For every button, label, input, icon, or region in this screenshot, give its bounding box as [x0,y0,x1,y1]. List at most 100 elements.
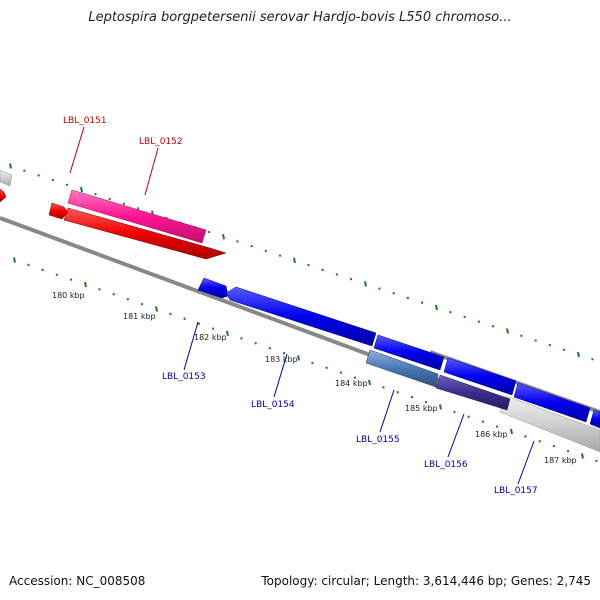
minor-tick [534,339,537,342]
gene-label-LBL_0152[interactable]: LBL_0152 [139,137,183,147]
gene-label-LBL_0151[interactable]: LBL_0151 [63,116,107,126]
minor-tick [420,301,424,304]
minor-tick [122,202,126,205]
minor-tick [37,174,40,177]
tick-label-180: 180 kbp [52,291,85,300]
minor-tick [562,348,566,352]
major-tick [581,453,584,459]
lower-tick-row [13,257,598,463]
minor-tick [211,327,215,330]
minor-tick [136,207,140,210]
major-tick [13,257,16,263]
minor-tick [207,230,211,234]
minor-tick [477,320,481,323]
leader-LBL_0155 [379,389,395,433]
minor-tick [491,325,495,328]
tick-label-185: 185 kbp [405,404,438,413]
gene-label-LBL_0153[interactable]: LBL_0153 [162,372,206,382]
minor-tick [339,371,343,374]
minor-tick [481,420,485,423]
gene-label-LBL_0155[interactable]: LBL_0155 [356,435,400,445]
tick-label-186: 186 kbp [475,430,508,439]
minor-tick [250,244,253,248]
minor-tick [169,312,172,316]
minor-tick [463,315,466,319]
minor-tick [268,346,272,350]
minor-tick [548,343,552,347]
major-tick [155,306,158,312]
major-tick [226,330,229,337]
gene-LBL_0154[interactable] [225,286,377,347]
gene-label-LBL_0156[interactable]: LBL_0156 [424,460,468,470]
major-tick [577,351,580,358]
minor-tick [424,400,428,404]
kbp-labels: 180 kbp 181 kbp 182 kbp 183 kbp 184 kbp … [52,291,577,465]
minor-tick [140,302,144,306]
tick-label-182: 182 kbp [194,333,227,342]
minor-tick [94,193,97,196]
minor-tick [453,410,456,414]
minor-tick [41,268,44,272]
minor-tick [520,334,523,337]
gene-blue-c[interactable] [373,334,445,371]
major-tick [364,281,367,287]
gene-label-LBL_0157[interactable]: LBL_0157 [494,486,538,496]
minor-tick [349,277,353,281]
major-tick [222,234,225,240]
leader-LBL_0151 [69,126,85,174]
minor-tick [495,425,499,428]
minor-tick [254,342,257,345]
minor-tick [55,273,59,276]
minor-tick [282,351,286,355]
leader-LBL_0152 [144,147,159,196]
major-tick [80,186,83,193]
minor-tick [27,263,30,267]
gene-LBL_0156[interactable] [435,374,511,411]
minor-tick [23,169,26,172]
major-tick [293,257,296,263]
minor-tick [126,297,130,301]
gene-blue-d[interactable] [443,357,517,396]
gene-blue-e[interactable] [513,382,591,423]
major-tick [510,428,513,435]
minor-tick [278,254,282,257]
major-tick [506,328,509,334]
minor-tick [112,293,115,296]
minor-tick [396,391,399,394]
minor-tick [69,278,73,281]
map-title: Leptospira borgpetersenii serovar Hardjo… [88,10,512,25]
minor-tick [236,240,239,243]
minor-tick [591,358,594,361]
minor-tick [353,376,357,379]
minor-tick [538,440,541,443]
gene-LBL_0153[interactable] [197,277,229,299]
minor-tick [264,249,268,253]
tick-label-187: 187 kbp [544,456,577,465]
minor-tick [524,435,527,438]
minor-tick [325,366,328,370]
minor-tick [335,273,339,276]
genome-summary: Topology: circular; Length: 3,614,446 bp… [261,574,591,588]
accession-label: Accession: NC_008508 [9,574,146,588]
leader-LBL_0157 [517,440,535,485]
minor-tick [307,263,310,267]
leader-LBL_0154 [273,353,288,398]
minor-tick [98,288,101,291]
minor-tick [378,287,381,290]
gene-label-LBL_0154[interactable]: LBL_0154 [251,400,295,410]
gene-LBL_0155[interactable] [365,349,439,388]
minor-tick [392,292,395,295]
gene-LBL_0152[interactable] [63,207,227,260]
gene-small-red-a[interactable] [48,202,69,220]
minor-tick [311,361,314,365]
leader-LBL_0153 [183,321,199,371]
gene-small-red-b[interactable] [0,188,7,203]
minor-tick [240,337,243,340]
minor-tick [467,415,470,419]
gene-LBL_0151[interactable] [67,189,207,244]
gene-blue-f[interactable] [589,409,600,429]
faded-gene-left [0,169,13,187]
minor-tick [65,183,69,187]
tick-label-184: 184 kbp [335,379,368,388]
